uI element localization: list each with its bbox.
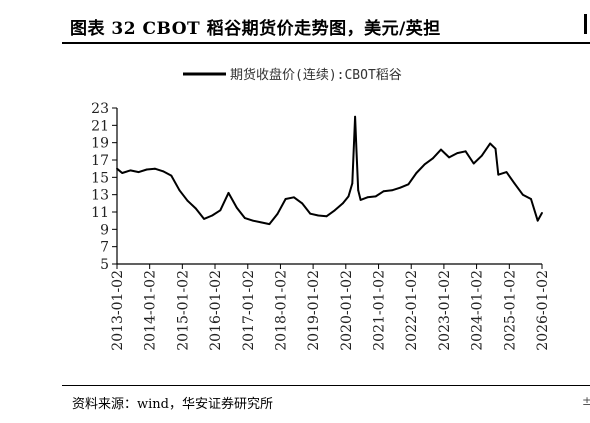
x-tick-label: 2026-01-02 (535, 270, 551, 351)
y-tick-label: 15 (91, 170, 109, 186)
page-edge-mark (584, 14, 587, 34)
price-data-point (513, 182, 516, 185)
price-data-point (391, 189, 393, 192)
price-data-point (541, 212, 543, 214)
x-tick-label: 2016-01-02 (208, 270, 224, 351)
price-data-point (351, 182, 354, 185)
price-data-point (354, 115, 356, 118)
y-tick-label: 5 (100, 257, 109, 273)
price-data-point (521, 193, 524, 196)
y-tick-label: 23 (91, 101, 109, 117)
price-data-point (293, 196, 295, 199)
x-tick-label: 2015-01-02 (175, 270, 191, 351)
price-data-point (497, 173, 500, 176)
price-data-point (219, 209, 222, 212)
price-data-point (359, 199, 362, 201)
x-tick-label: 2021-01-02 (372, 270, 388, 351)
y-tick-label: 13 (91, 188, 109, 204)
price-data-point (407, 183, 410, 186)
price-data-point (456, 152, 459, 155)
price-data-point (317, 214, 320, 217)
y-tick-label: 9 (100, 222, 109, 238)
price-series-line (116, 115, 543, 226)
price-data-point (284, 198, 287, 200)
price-data-point (186, 199, 189, 202)
bottom-divider (62, 385, 590, 386)
price-data-point (382, 190, 385, 193)
price-data-point (116, 167, 118, 170)
price-data-point (366, 196, 369, 199)
price-data-point (480, 154, 483, 157)
price-data-point (432, 157, 434, 160)
x-tick-label: 2024-01-02 (470, 270, 486, 351)
price-data-point (203, 218, 205, 220)
price-data-point (494, 147, 497, 150)
y-tick-label: 19 (91, 136, 109, 152)
y-tick-label: 21 (91, 118, 109, 134)
price-data-point (178, 189, 181, 192)
price-data-point (276, 212, 279, 215)
source-note: 资料来源：wind，华安证券研究所 (72, 397, 273, 412)
price-data-point (355, 150, 358, 153)
x-tick-label: 2023-01-02 (437, 270, 453, 351)
price-data-point (260, 221, 263, 224)
price-data-point (472, 162, 475, 165)
x-tick-label: 2014-01-02 (143, 270, 159, 351)
chart-series (116, 115, 543, 226)
price-data-point (194, 207, 197, 210)
chart-axes (116, 108, 542, 265)
x-tick-label: 2020-01-02 (339, 270, 355, 351)
price-data-point (170, 174, 173, 177)
price-data-point (423, 163, 426, 166)
price-data-point (440, 148, 442, 151)
price-data-point (505, 171, 508, 174)
price-data-point (325, 215, 328, 218)
x-tick-label: 2018-01-02 (273, 270, 289, 351)
x-tick-label: 2013-01-02 (110, 270, 126, 351)
page-edge-glyph: ± (582, 394, 590, 408)
x-tick-label: 2019-01-02 (306, 270, 322, 351)
x-tick-label: 2025-01-02 (502, 270, 518, 351)
price-data-point (211, 214, 214, 217)
price-data-point (357, 189, 360, 192)
price-data-point (489, 142, 491, 145)
price-data-point (464, 150, 467, 153)
legend-label: 期货收盘价(连续):CBOT稻谷 (230, 67, 402, 83)
price-data-point (374, 195, 377, 198)
price-data-point (129, 169, 132, 172)
price-data-point (530, 198, 532, 200)
price-data-point (154, 167, 156, 170)
price-data-point (301, 202, 303, 205)
price-data-point (244, 217, 246, 220)
top-divider (62, 42, 590, 44)
price-data-point (268, 223, 271, 226)
y-tick-label: 17 (91, 153, 109, 169)
x-tick-label: 2022-01-02 (404, 270, 420, 351)
y-tick-label: 11 (91, 205, 109, 221)
chart-legend: 期货收盘价(连续):CBOT稻谷 (183, 67, 402, 83)
price-data-point (121, 172, 124, 174)
price-data-point (235, 206, 238, 209)
price-data-point (415, 172, 418, 174)
y-tick-label: 7 (100, 240, 109, 256)
chart-caption: 图表 32 CBOT 稻谷期货价走势图，美元/英担 (70, 19, 441, 39)
price-data-point (448, 156, 450, 159)
price-data-point (347, 195, 350, 198)
price-data-point (342, 202, 344, 205)
price-data-point (333, 209, 336, 212)
price-data-point (145, 168, 148, 171)
price-data-point (162, 170, 165, 173)
price-data-point (536, 219, 539, 222)
price-data-point (252, 219, 254, 222)
price-data-point (227, 192, 230, 194)
price-data-point (309, 212, 312, 215)
x-tick-label: 2017-01-02 (241, 270, 257, 351)
price-data-point (399, 186, 402, 189)
price-data-point (137, 171, 140, 174)
